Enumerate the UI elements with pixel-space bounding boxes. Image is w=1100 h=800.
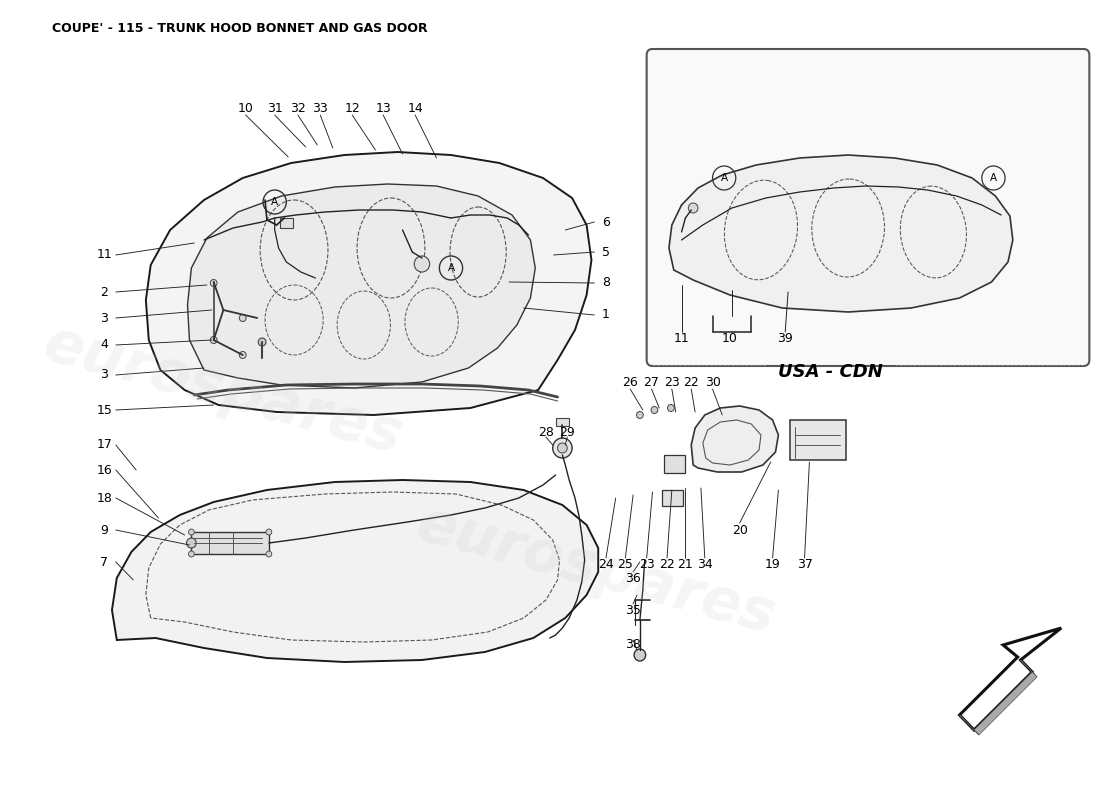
- Text: 26: 26: [623, 375, 638, 389]
- FancyBboxPatch shape: [647, 49, 1089, 366]
- Text: eurospares: eurospares: [410, 494, 782, 646]
- Text: COUPE' - 115 - TRUNK HOOD BONNET AND GAS DOOR: COUPE' - 115 - TRUNK HOOD BONNET AND GAS…: [52, 22, 428, 35]
- Circle shape: [187, 538, 196, 548]
- Text: 29: 29: [560, 426, 575, 438]
- Bar: [662, 490, 683, 506]
- Circle shape: [634, 649, 646, 661]
- Text: 19: 19: [764, 558, 781, 571]
- Circle shape: [210, 337, 217, 343]
- Polygon shape: [975, 672, 1037, 735]
- Text: 5: 5: [602, 246, 610, 258]
- Text: 3: 3: [100, 369, 108, 382]
- Text: 20: 20: [732, 523, 748, 537]
- Text: 32: 32: [290, 102, 306, 114]
- Text: 16: 16: [97, 463, 112, 477]
- Text: 25: 25: [617, 558, 634, 571]
- Text: 33: 33: [312, 102, 328, 114]
- Circle shape: [240, 314, 246, 322]
- Circle shape: [668, 405, 674, 411]
- Text: 31: 31: [267, 102, 283, 114]
- Text: 30: 30: [705, 375, 720, 389]
- Circle shape: [188, 529, 195, 535]
- Polygon shape: [187, 184, 536, 388]
- Bar: [790, 420, 846, 460]
- Text: 23: 23: [664, 375, 680, 389]
- Text: 35: 35: [625, 603, 641, 617]
- Text: 39: 39: [778, 331, 793, 345]
- Polygon shape: [691, 406, 779, 472]
- Circle shape: [258, 338, 266, 346]
- Text: A: A: [271, 197, 278, 207]
- Text: 22: 22: [659, 558, 675, 571]
- Circle shape: [689, 203, 698, 213]
- Circle shape: [266, 529, 272, 535]
- Circle shape: [240, 351, 246, 358]
- Polygon shape: [959, 628, 1062, 730]
- Text: 3: 3: [100, 311, 108, 325]
- Text: 22: 22: [683, 375, 700, 389]
- Circle shape: [651, 406, 658, 414]
- Text: 8: 8: [602, 277, 610, 290]
- Text: A: A: [990, 173, 997, 183]
- Text: 14: 14: [407, 102, 424, 114]
- Text: 18: 18: [97, 491, 112, 505]
- Text: 12: 12: [344, 102, 360, 114]
- Bar: [556, 418, 569, 426]
- Text: 13: 13: [375, 102, 392, 114]
- Text: 27: 27: [644, 375, 659, 389]
- Polygon shape: [146, 152, 592, 415]
- Text: 21: 21: [678, 558, 693, 571]
- Text: 11: 11: [97, 249, 112, 262]
- Text: A: A: [448, 263, 454, 273]
- Text: USA - CDN: USA - CDN: [779, 363, 883, 381]
- Text: 11: 11: [673, 331, 690, 345]
- Text: 24: 24: [598, 558, 614, 571]
- Polygon shape: [1021, 660, 1037, 677]
- Polygon shape: [669, 155, 1013, 312]
- Text: 15: 15: [97, 403, 112, 417]
- Text: 10: 10: [238, 102, 254, 114]
- Polygon shape: [959, 715, 979, 735]
- Text: 38: 38: [625, 638, 641, 651]
- Text: 10: 10: [722, 331, 738, 345]
- Circle shape: [188, 551, 195, 557]
- Circle shape: [266, 551, 272, 557]
- Text: 17: 17: [97, 438, 112, 451]
- Circle shape: [210, 279, 217, 286]
- Text: eurospares: eurospares: [37, 314, 409, 466]
- Bar: [191, 532, 268, 554]
- Circle shape: [415, 256, 430, 272]
- Text: 4: 4: [100, 338, 108, 351]
- Text: 6: 6: [602, 215, 609, 229]
- Text: 23: 23: [639, 558, 654, 571]
- Text: A: A: [720, 173, 728, 183]
- Circle shape: [558, 443, 568, 453]
- Bar: [279, 218, 293, 228]
- Circle shape: [552, 438, 572, 458]
- Text: 34: 34: [697, 558, 713, 571]
- Circle shape: [637, 411, 644, 418]
- Text: 37: 37: [796, 558, 813, 571]
- Text: 28: 28: [538, 426, 554, 438]
- Bar: [664, 455, 685, 473]
- Text: 1: 1: [602, 309, 609, 322]
- Text: 9: 9: [100, 523, 108, 537]
- Text: 2: 2: [100, 286, 108, 298]
- Text: 7: 7: [100, 555, 108, 569]
- Text: 36: 36: [625, 571, 641, 585]
- Polygon shape: [112, 480, 598, 662]
